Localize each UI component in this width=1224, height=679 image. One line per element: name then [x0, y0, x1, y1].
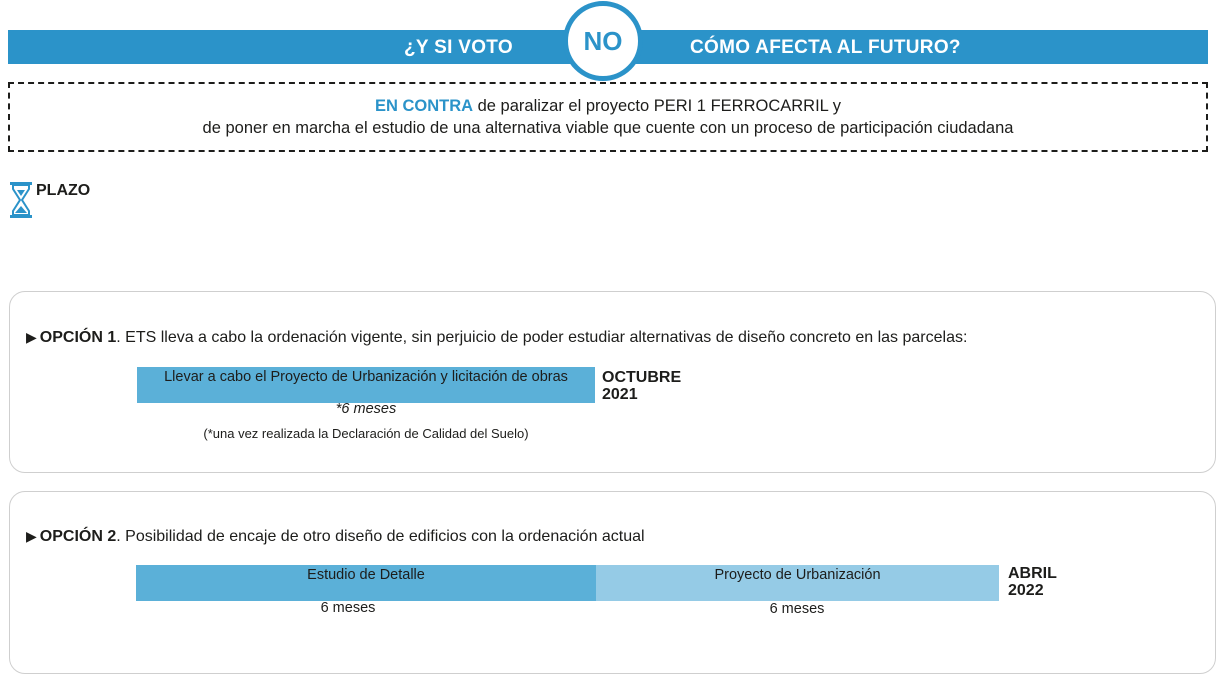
option-2-timeline-bar-1: Estudio de Detalle [136, 565, 596, 601]
no-circle-text: NO [583, 25, 623, 56]
option-1-text: . ETS lleva a cabo la ordenación vigente… [116, 329, 968, 346]
statement-line-1-rest: de paralizar el proyecto PERI 1 FERROCAR… [473, 97, 842, 115]
header-right-text: CÓMO AFECTA AL FUTURO? [690, 37, 961, 58]
option-2-text: . Posibilidad de encaje de otro diseño d… [116, 528, 645, 545]
statement-box: EN CONTRA de paralizar el proyecto PERI … [8, 82, 1208, 152]
option-1-bar-label: Llevar a cabo el Proyecto de Urbanizació… [164, 369, 568, 385]
option-2-bar-1-label: Estudio de Detalle [307, 567, 425, 583]
header-left-text: ¿Y SI VOTO [404, 37, 513, 58]
statement-highlight: EN CONTRA [374, 97, 474, 115]
option-2-end-year: 2022 [1008, 582, 1044, 599]
statement-line-1: EN CONTRA de paralizar el proyecto PERI … [375, 95, 841, 117]
option-2-label: OPCIÓN 2 [39, 528, 117, 545]
statement-line-2: de poner en marcha el estudio de una alt… [202, 119, 1014, 137]
play-arrow-icon: ▶ [26, 329, 37, 345]
option-1-timeline-bar: Llevar a cabo el Proyecto de Urbanizació… [137, 367, 595, 403]
option-2-bar-2-duration: 6 meses [769, 601, 825, 617]
option-1-note: (*una vez realizada la Declaración de Ca… [203, 426, 529, 441]
option-2-end-month: ABRIL [1008, 565, 1057, 582]
option-1-end-year: 2021 [602, 386, 638, 403]
play-arrow-icon: ▶ [26, 528, 37, 544]
option-2-timeline-bar-2: Proyecto de Urbanización [596, 565, 999, 601]
option-2-bar-2-label: Proyecto de Urbanización [714, 567, 881, 583]
option-1-duration: *6 meses [335, 401, 397, 417]
option-2-end-date: ABRIL 2022 [1008, 565, 1057, 599]
option-1-end-month: OCTUBRE [602, 369, 682, 386]
option-2-bar-1-duration: 6 meses [320, 600, 376, 616]
option-1-end-date: OCTUBRE 2021 [602, 369, 681, 403]
option-1-description: ▶ OPCIÓN 1. ETS lleva a cabo la ordenació… [26, 329, 967, 347]
option-2-description: ▶ OPCIÓN 2. Posibilidad de encaje de otro… [26, 528, 645, 546]
no-circle-badge: NO [563, 1, 643, 81]
option-1-label: OPCIÓN 1 [39, 329, 117, 346]
plazo-heading: PLAZO [9, 181, 90, 224]
hourglass-icon [9, 181, 33, 224]
plazo-label: PLAZO [36, 182, 91, 199]
